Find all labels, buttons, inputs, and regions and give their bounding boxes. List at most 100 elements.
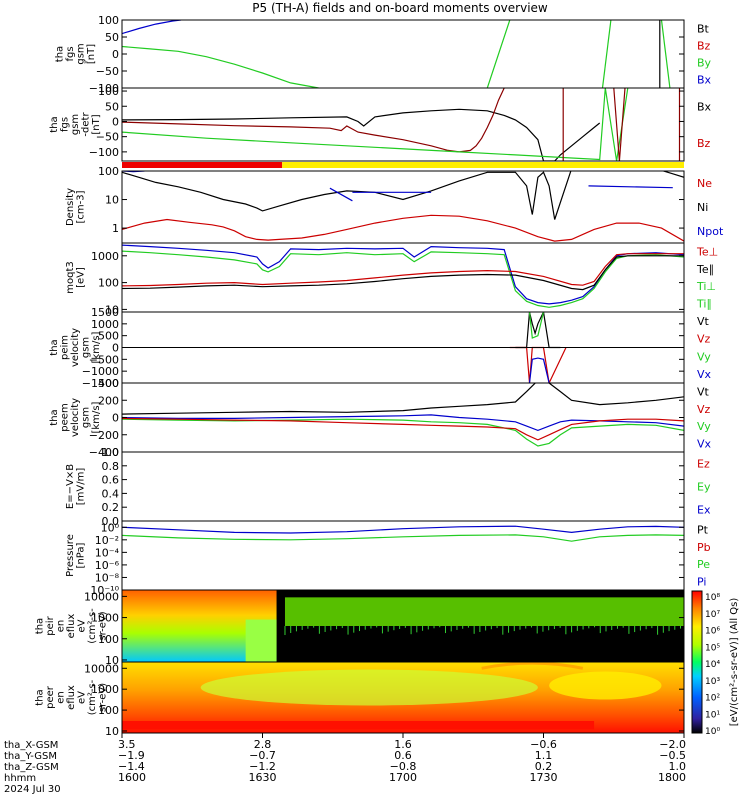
x-tick-label: −2.0 <box>659 738 686 751</box>
x-tick-label: 1.0 <box>669 760 687 773</box>
panel-fgs-detrend: 100 50 0 −50 −100 tha fgs gsm -detr [nT] Bx Bz <box>49 85 712 162</box>
y-label-line: fgs <box>60 117 71 132</box>
series-line <box>122 20 182 35</box>
panel-peir-eflux: 10000 1000 100 10 tha peir en eflux eV (cm²-s-sr-… <box>35 589 685 667</box>
legend-entry: Vt <box>697 315 710 328</box>
spectrogram-blob <box>200 669 538 706</box>
x-tick-label: −1.9 <box>118 749 145 762</box>
y-label-line: [km/s] <box>91 331 102 363</box>
colorbar-tick: 10⁸ <box>705 593 720 603</box>
series-line <box>122 244 684 305</box>
y-label-line: peim <box>60 335 71 360</box>
y-axis-label: tha peim velocity gsm [km/s] <box>49 328 102 367</box>
series-line <box>122 255 684 291</box>
y-tick-label: 1000 <box>91 318 119 331</box>
spectrogram-blob <box>549 671 662 700</box>
y-label-line: velocity <box>70 398 81 437</box>
series-line <box>601 20 612 88</box>
y-tick-label: 100 <box>98 633 119 646</box>
y-label-line: -detr <box>81 112 92 137</box>
legend-entry: Bt <box>697 23 710 36</box>
y-tick-label: 0.8 <box>102 460 120 473</box>
y-tick-label: −100 <box>89 82 119 95</box>
y-label-line: (cm²-s- <box>87 679 98 715</box>
series-line <box>122 383 684 415</box>
y-tick-label: 10⁻⁸ <box>95 571 120 584</box>
series-line <box>122 417 684 441</box>
y-tick-label: −50 <box>96 131 119 144</box>
y-axis-label: tha fgs gsm [nT] <box>54 43 97 64</box>
series-line <box>122 414 684 432</box>
legend-entry: By <box>697 57 712 70</box>
y-label-line: eflux <box>66 614 77 639</box>
y-axis-label: tha peir en eflux eV (cm²-s-sr-eV) <box>35 608 109 644</box>
y-label-line: en <box>56 620 67 633</box>
y-axis-label: Pressure [nPa] <box>65 534 87 577</box>
y-label-line: [cm-3] <box>75 190 86 223</box>
series-line <box>122 250 684 308</box>
legend-entry: Vx <box>697 437 712 450</box>
y-axis-label: moqt3 [eV] <box>65 261 87 294</box>
y-tick-label: 100 <box>98 165 119 178</box>
series-line <box>122 418 684 447</box>
legend-entry: Ti∥ <box>696 297 712 310</box>
y-axis-label: tha peem velocity gsm [km/s] <box>49 398 102 437</box>
legend-entry: Vy <box>697 420 711 433</box>
x-tick-label: −0.5 <box>659 749 686 762</box>
legend-entry: Ey <box>697 481 711 494</box>
y-label-line: tha <box>49 116 60 132</box>
spectrogram-band <box>284 597 684 626</box>
x-tick-label: 3.5 <box>118 738 136 751</box>
panel-frame <box>121 451 685 522</box>
y-label-line: gsm <box>81 337 92 358</box>
legend-entry: Vz <box>697 403 711 416</box>
y-tick-label: 400 <box>98 377 119 390</box>
y-label-line: [nPa] <box>75 542 86 568</box>
y-tick-label: 1.0 <box>102 446 120 459</box>
series-line <box>329 187 353 202</box>
y-label-line: gsm <box>70 114 81 135</box>
x-tick-label: 1700 <box>389 771 417 784</box>
y-tick-label: 50 <box>105 100 119 113</box>
y-label-line: sr-eV) <box>98 683 109 712</box>
y-label-line: peem <box>60 403 71 431</box>
series-line <box>486 20 511 88</box>
y-tick-label: −200 <box>89 429 119 442</box>
y-tick-label: 100 <box>98 704 119 717</box>
y-tick-label: 10⁻² <box>95 534 119 547</box>
spectrogram-arc <box>481 662 584 670</box>
y-tick-label: 10 <box>105 194 119 207</box>
y-label-line: [nT] <box>86 44 97 64</box>
y-tick-label: 10⁰ <box>101 521 120 534</box>
y-axis-label: Density [cm-3] <box>65 188 87 226</box>
y-tick-label: 10000 <box>84 590 119 603</box>
legend-entry: Bz <box>697 40 711 53</box>
y-axis-label: E=−V×B [mV/m] <box>65 464 87 509</box>
y-tick-label: 1000 <box>91 683 119 696</box>
x-tick-label: 0.2 <box>535 760 553 773</box>
x-tick-label: 1630 <box>249 771 277 784</box>
mode-segment <box>282 162 684 168</box>
x-row-label: tha_X-GSM <box>4 740 58 751</box>
y-tick-label: 10 <box>105 725 119 738</box>
series-line <box>613 88 626 161</box>
legend-entry: Ti⊥ <box>696 280 716 293</box>
y-tick-label: 0.4 <box>102 487 120 500</box>
y-tick-label: 0 <box>112 412 119 425</box>
legend-entry: Ez <box>697 458 710 471</box>
y-tick-label: 0.2 <box>102 501 120 514</box>
colorbar-tick: 10³ <box>705 677 720 687</box>
legend-entry: Pi <box>697 575 706 588</box>
legend-entry: Te∥ <box>696 263 714 276</box>
panel-peem-velocity: 400 200 0 −200 −400 tha peem velocity gsm [km/s] V… <box>49 377 712 459</box>
legend-entry: Vy <box>697 350 711 363</box>
x-row-label: tha_Z-GSM <box>4 762 59 773</box>
y-tick-label: 1 <box>112 222 119 235</box>
y-label-line: tha <box>54 46 65 62</box>
y-tick-label: 1500 <box>91 306 119 319</box>
y-tick-label: 0 <box>112 48 119 61</box>
legend-entry: Ne <box>697 177 712 190</box>
